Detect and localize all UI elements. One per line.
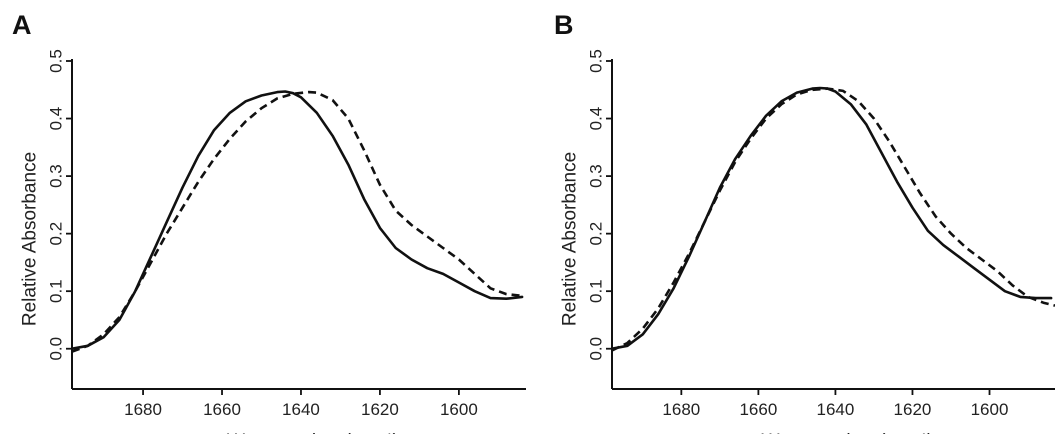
series-solid-line: [72, 90, 524, 350]
y-tick-label: 0.0: [47, 337, 66, 361]
panel-label-b: B: [554, 10, 574, 40]
chart-panel-a: A 0.0 0.1 0.2 0.3 0.4 0.5 1680 1660 1640 1620 1600…: [12, 10, 526, 434]
x-tick-label: 1620: [894, 400, 932, 419]
y-axis-label: Relative Absorbance: [20, 152, 41, 326]
series-dashed-line: [72, 90, 523, 353]
y-tick-label: 0.1: [587, 279, 606, 303]
x-tick-label: 1660: [203, 400, 241, 419]
x-tick-label: 1680: [662, 400, 700, 419]
chart-a-svg: 0.0 0.1 0.2 0.3 0.4 0.5 1680 1660 1640 1620 1600 Re…: [20, 49, 526, 434]
y-axis-label: Relative Absorbance: [560, 152, 581, 326]
y-tick-label: 0.2: [587, 222, 606, 246]
x-tick-label: 1600: [971, 400, 1009, 419]
y-tick-label: 0.3: [47, 164, 66, 188]
y-tick-label: 0.0: [587, 337, 606, 361]
y-tick-label: 0.5: [587, 49, 606, 73]
y-tick-label: 0.4: [47, 107, 66, 131]
y-tick-label: 0.1: [47, 279, 66, 303]
y-tick-label: 0.2: [47, 222, 66, 246]
panel-label-a: A: [12, 10, 32, 40]
x-tick-label: 1640: [282, 400, 320, 419]
x-tick-label: 1640: [817, 400, 855, 419]
chart-panel-b: B 0.0 0.1 0.2 0.3 0.4 0.5 1680 1660 1640 1620 1600…: [528, 0, 1056, 434]
x-tick-label: 1620: [361, 400, 399, 419]
x-axis-label: Wavenumber (cm⁻¹): [227, 431, 399, 434]
x-tick-label: 1680: [124, 400, 162, 419]
chart-b-svg: 0.0 0.1 0.2 0.3 0.4 0.5 1680 1660 1640 1620 1600 Re…: [560, 49, 1055, 434]
y-tick-label: 0.4: [587, 107, 606, 131]
y-tick-label: 0.5: [47, 49, 66, 73]
y-tick-label: 0.3: [587, 164, 606, 188]
series-solid-line: [612, 86, 1053, 350]
x-axis-label: Wavenumber (cm⁻¹): [762, 431, 934, 434]
series-dashed-line: [612, 87, 1055, 352]
x-tick-label: 1600: [440, 400, 478, 419]
x-tick-label: 1660: [739, 400, 777, 419]
